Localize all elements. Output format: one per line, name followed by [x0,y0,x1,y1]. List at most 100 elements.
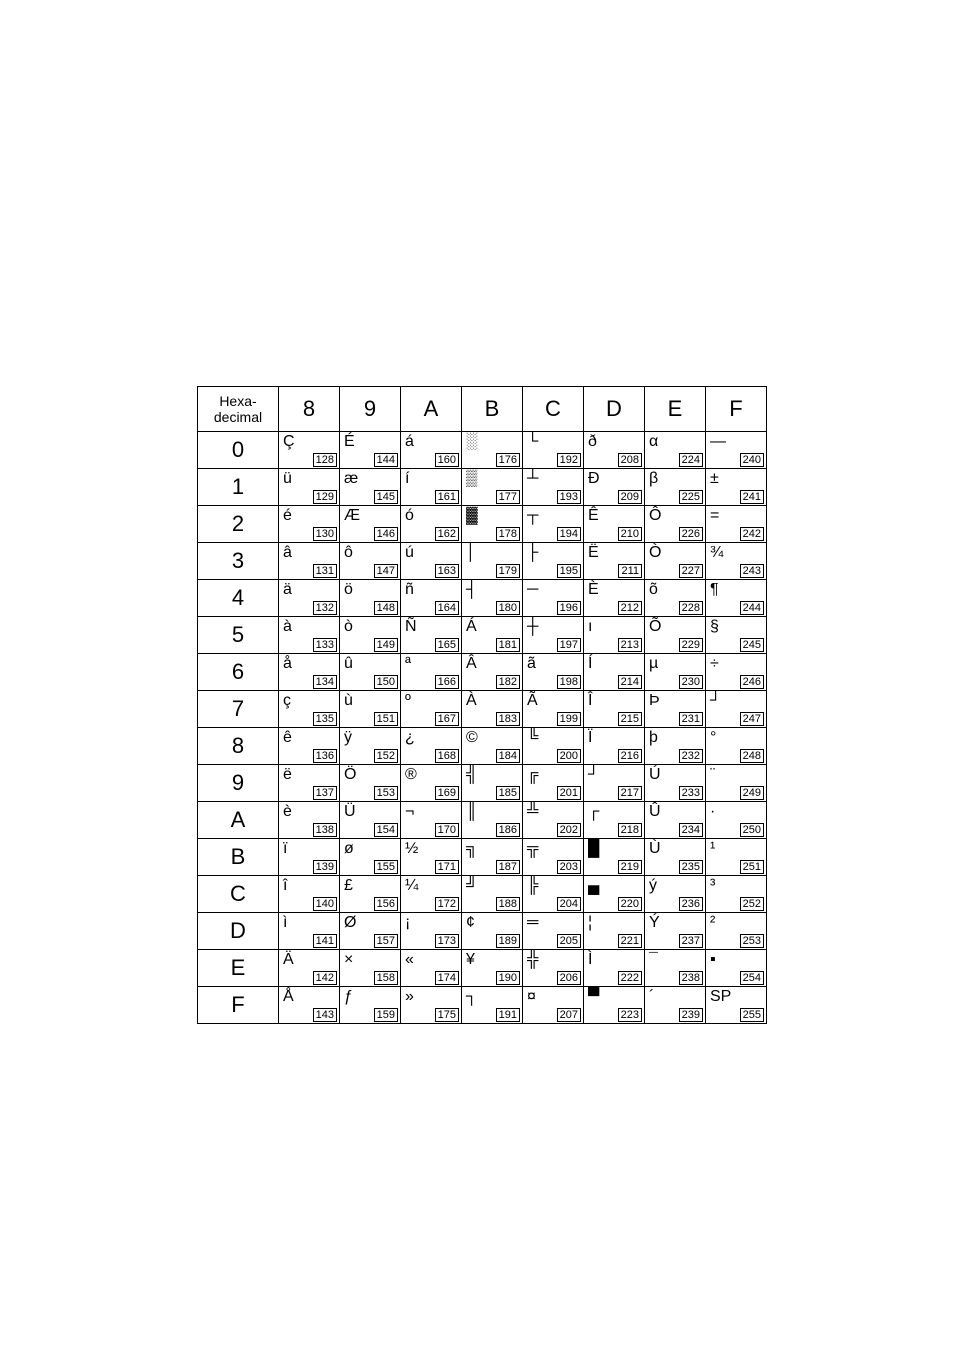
cell-glyph: à [283,619,292,635]
table-row: 1ü129æ145í161▒177┴193Ð209β225±241 [198,469,767,506]
row-header-label: 6 [232,659,244,684]
header-label: Hexa- decimal [214,393,262,425]
table-cell: ±241 [706,469,767,506]
table-cell: Á181 [462,617,523,654]
row-header-label: F [231,992,244,1017]
cell-decimal: 147 [374,564,398,578]
column-header: F [706,387,767,432]
table-cell: â131 [279,543,340,580]
cell-decimal: 129 [313,490,337,504]
cell-decimal: 230 [679,675,703,689]
row-header-label: 8 [232,733,244,758]
cell-glyph: é [283,508,292,524]
cell-decimal: 236 [679,897,703,911]
cell-glyph: ý [649,878,657,894]
table-cell: ã198 [523,654,584,691]
cell-decimal: 189 [496,934,520,948]
cell-decimal: 186 [496,823,520,837]
table-cell: æ145 [340,469,401,506]
table-cell: ¡173 [401,913,462,950]
cell-decimal: 158 [374,971,398,985]
cell-decimal: 235 [679,860,703,874]
cell-glyph: û [344,656,353,672]
table-cell: Ý237 [645,913,706,950]
table-cell: ƒ159 [340,987,401,1024]
cell-decimal: 160 [435,453,459,467]
cell-decimal: 185 [496,786,520,800]
cell-decimal: 172 [435,897,459,911]
cell-decimal: 249 [740,786,764,800]
cell-decimal: 219 [618,860,642,874]
cell-decimal: 194 [557,527,581,541]
cell-glyph: ¬ [405,804,414,820]
table-cell: █219 [584,839,645,876]
table-cell: ¤207 [523,987,584,1024]
cell-glyph: Û [649,804,661,820]
cell-decimal: 237 [679,934,703,948]
table-cell: ÷246 [706,654,767,691]
cell-decimal: 153 [374,786,398,800]
codepage-table: Hexa- decimal 89ABCDEF 0Ç128É144á160░176… [197,386,767,1024]
cell-glyph: Ð [588,471,600,487]
table-cell: ╗187 [462,839,523,876]
cell-glyph: ▓ [466,508,478,524]
cell-glyph: ± [710,471,719,487]
table-cell: ¼172 [401,876,462,913]
cell-glyph: ▄ [588,878,599,894]
table-cell: Î215 [584,691,645,728]
cell-glyph: À [466,693,477,709]
table-cell: ▄220 [584,876,645,913]
cell-decimal: 213 [618,638,642,652]
row-header-label: 1 [232,474,244,499]
row-header-label: A [231,807,246,832]
cell-decimal: 175 [435,1008,459,1022]
cell-glyph: ï [283,841,287,857]
table-cell: Ç128 [279,432,340,469]
cell-decimal: 251 [740,860,764,874]
cell-decimal: 140 [313,897,337,911]
cell-glyph: ú [405,545,414,561]
column-header: A [401,387,462,432]
cell-glyph: ╩ [527,804,538,820]
row-header: 5 [198,617,279,654]
table-cell: Ú233 [645,765,706,802]
cell-decimal: 252 [740,897,764,911]
cell-decimal: 229 [679,638,703,652]
cell-glyph: ³ [710,878,715,894]
table-cell: ð208 [584,432,645,469]
cell-glyph: Ä [283,952,294,968]
cell-decimal: 136 [313,749,337,763]
cell-decimal: 145 [374,490,398,504]
cell-decimal: 204 [557,897,581,911]
cell-glyph: ┤ [466,582,477,598]
cell-decimal: 156 [374,897,398,911]
cell-decimal: 227 [679,564,703,578]
table-cell: ┬194 [523,506,584,543]
cell-decimal: 211 [618,564,642,578]
table-cell: á160 [401,432,462,469]
cell-glyph: — [710,434,726,450]
cell-decimal: 144 [374,453,398,467]
cell-decimal: 167 [435,712,459,726]
table-row: 2é130Æ146ó162▓178┬194Ê210Ô226=242 [198,506,767,543]
cell-glyph: × [344,952,353,968]
cell-glyph: ê [283,730,292,746]
row-header: 1 [198,469,279,506]
cell-glyph: Ã [527,693,538,709]
cell-glyph: ▀ [588,989,599,1005]
row-header-label: 4 [232,585,244,610]
cell-glyph: Ï [588,730,592,746]
cell-glyph: Æ [344,508,360,524]
cell-glyph: ╝ [466,878,477,894]
table-cell: Ï216 [584,728,645,765]
row-header: 7 [198,691,279,728]
table-cell: ì141 [279,913,340,950]
cell-glyph: â [283,545,292,561]
row-header: 0 [198,432,279,469]
table-cell: =242 [706,506,767,543]
cell-decimal: 178 [496,527,520,541]
cell-decimal: 202 [557,823,581,837]
cell-decimal: 191 [496,1008,520,1022]
cell-glyph: Õ [649,619,661,635]
cell-glyph: Ô [649,508,661,524]
